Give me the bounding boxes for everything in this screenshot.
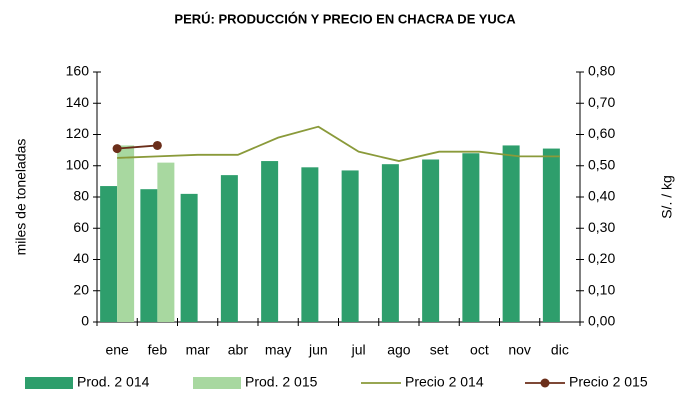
y-tick-label: 20 [73, 281, 89, 297]
x-tick-label: dic [551, 342, 569, 358]
line-marker [152, 140, 162, 150]
bar [117, 145, 135, 322]
chart-title: PERÚ: PRODUCCIÓN Y PRECIO EN CHACRA DE Y… [174, 11, 516, 26]
legend-swatch [25, 377, 73, 389]
legend-marker [540, 378, 550, 388]
line [117, 144, 158, 150]
y-tick-label: 120 [66, 125, 90, 141]
bar [502, 145, 520, 322]
legend-label: Prod. 2 014 [77, 374, 150, 390]
line [117, 125, 560, 162]
bar [261, 161, 279, 322]
y-tick-label: 0 [81, 313, 89, 329]
x-tick-label: mar [186, 342, 210, 358]
y2-axis-label: S/. / kg [659, 175, 675, 219]
y-tick-label: 140 [66, 94, 90, 110]
x-tick-label: jul [351, 342, 366, 358]
x-tick-label: jun [308, 342, 328, 358]
x-tick-label: oct [470, 342, 489, 358]
legend-label: Prod. 2 015 [245, 374, 318, 390]
bar [157, 162, 175, 322]
y2-tick-label: 0,60 [588, 125, 615, 141]
x-tick-label: may [265, 342, 291, 358]
x-tick-label: feb [148, 342, 168, 358]
bar [381, 164, 399, 322]
bar [220, 175, 238, 322]
y2-tick-label: 0,20 [588, 250, 615, 266]
y2-tick-label: 0,80 [588, 63, 615, 79]
y-tick-label: 100 [66, 156, 90, 172]
x-tick-label: abr [228, 342, 249, 358]
y2-tick-label: 0,10 [588, 281, 615, 297]
bar [180, 193, 198, 322]
legend-label: Precio 2 015 [569, 374, 648, 390]
y2-tick-label: 0,00 [588, 313, 615, 329]
bar [301, 167, 319, 322]
y2-tick-label: 0,50 [588, 156, 615, 172]
y-tick-label: 40 [73, 250, 89, 266]
x-tick-label: ene [105, 342, 129, 358]
y-tick-label: 80 [73, 188, 89, 204]
legend-swatch [193, 377, 241, 389]
x-tick-label: ago [387, 342, 411, 358]
bar [542, 148, 560, 322]
x-tick-label: set [430, 342, 449, 358]
y2-tick-label: 0,70 [588, 94, 615, 110]
y-tick-label: 160 [66, 63, 90, 79]
x-tick-label: nov [508, 342, 531, 358]
y2-tick-label: 0,40 [588, 188, 615, 204]
y2-tick-label: 0,30 [588, 219, 615, 235]
y-tick-label: 60 [73, 219, 89, 235]
bar [140, 189, 158, 322]
bar [100, 186, 118, 322]
bar [341, 170, 359, 322]
y-axis-label: miles de toneladas [13, 139, 29, 256]
line-marker [112, 144, 122, 154]
legend-label: Precio 2 014 [405, 374, 484, 390]
bar [422, 159, 440, 322]
bar [462, 153, 480, 322]
